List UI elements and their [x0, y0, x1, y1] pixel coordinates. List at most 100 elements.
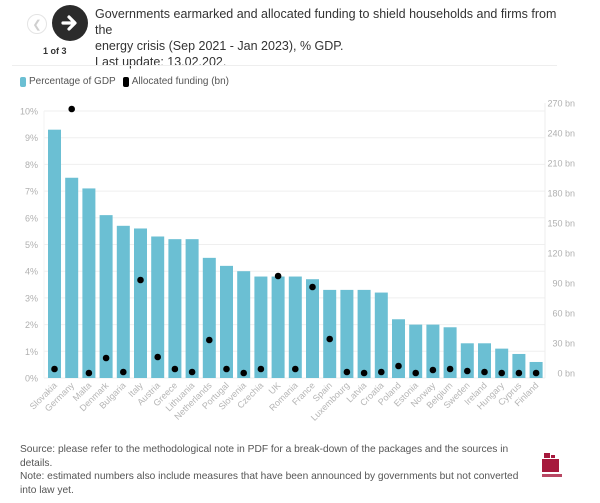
bar-france	[306, 279, 319, 378]
dot-estonia	[412, 369, 420, 377]
dot-sweden	[464, 367, 471, 375]
last-update: Last update: 13.02.202.	[95, 55, 227, 69]
bar-poland	[392, 319, 405, 378]
title-line-1: Governments earmarked and allocated fund…	[95, 7, 557, 37]
dot-bulgaria	[120, 368, 127, 376]
bar-norway	[426, 324, 440, 378]
dot-slovakia	[51, 365, 58, 373]
bar-italy	[134, 228, 147, 378]
y-tick-label: 5%	[25, 240, 38, 250]
bar-denmark	[99, 215, 113, 378]
chart-title: Governments earmarked and allocated fund…	[95, 6, 575, 70]
bar-czechia	[254, 276, 268, 378]
y-tick-label: 10%	[20, 107, 38, 117]
y2-tick-label: 60 bn	[552, 309, 575, 319]
legend-item-percentage-gdp[interactable]: Percentage of GDP	[20, 76, 116, 87]
y-tick-label: 9%	[25, 133, 38, 143]
previous-button[interactable]: ❮	[27, 14, 47, 34]
bar-portugal	[220, 265, 233, 378]
bar-latvia	[357, 289, 371, 378]
legend-label: Allocated funding (bn)	[131, 76, 230, 87]
y-tick-label: 3%	[25, 293, 38, 303]
bar-croatia	[374, 292, 388, 378]
dot-series	[51, 105, 540, 377]
dot-uk	[274, 272, 282, 280]
y2-tick-label: 180 bn	[547, 189, 575, 199]
page-indicator: 1 of 3	[43, 46, 67, 56]
dot-cyprus	[515, 369, 523, 377]
dot-netherlands	[206, 336, 213, 344]
dot-hungary	[498, 369, 506, 377]
y2-tick-label: 0 bn	[557, 369, 575, 379]
dot-finland	[532, 369, 540, 377]
next-button[interactable]	[52, 5, 88, 41]
bar-malta	[82, 188, 96, 378]
dot-ireland	[481, 368, 488, 376]
bar-ireland	[478, 343, 491, 378]
dot-greece	[171, 365, 179, 373]
slide-navigation: ❮ 1 of 3	[0, 0, 90, 60]
bar-belgium	[443, 327, 457, 378]
y2-tick-label: 30 bn	[552, 339, 575, 349]
chart-footer: Source: please refer to the methodologic…	[20, 443, 520, 497]
y-axis-left: 0% 1% 2% 3% 4% 5% 6% 7% 8% 9% 10%	[20, 107, 38, 384]
y-tick-label: 6%	[25, 213, 38, 223]
y2-tick-label: 90 bn	[552, 279, 575, 289]
estimate-note: Note: estimated numbers also include mea…	[20, 471, 519, 496]
dot-denmark	[102, 354, 110, 362]
dot-lithuania	[188, 368, 196, 376]
bar-bulgaria	[116, 225, 130, 378]
dot-belgium	[446, 365, 454, 373]
bar-spain	[323, 289, 337, 378]
x-axis-labels: SlovakiaGermanyMaltaDenmarkBulgariaItaly…	[28, 380, 541, 423]
legend-swatch-bar	[20, 76, 26, 87]
bar-germany	[65, 177, 79, 378]
bar-estonia	[409, 324, 423, 378]
dot-latvia	[360, 369, 368, 377]
dot-italy	[137, 276, 144, 284]
bar-luxembourg	[340, 289, 354, 378]
y-tick-label: 1%	[25, 347, 38, 357]
legend-swatch-dot	[122, 76, 129, 87]
dot-france	[309, 283, 316, 291]
y-axis-right: 0 bn 30 bn 60 bn 90 bn 120 bn 150 bn 180 bn 210…	[547, 99, 575, 379]
bar-chart: 0% 1% 2% 3% 4% 5% 6% 7% 8% 9% 10% 0 bn 30 bn 60 bn 90…	[20, 99, 575, 423]
dot-croatia	[378, 368, 385, 376]
y2-tick-label: 120 bn	[547, 249, 575, 259]
y-tick-label: 7%	[25, 187, 38, 197]
dot-czechia	[257, 365, 265, 373]
legend-item-allocated-funding[interactable]: Allocated funding (bn)	[122, 76, 230, 87]
dot-norway	[429, 366, 437, 374]
bar-uk	[271, 276, 285, 378]
y-tick-label: 4%	[25, 267, 38, 277]
bar-lithuania	[185, 239, 199, 378]
y-tick-label: 2%	[25, 320, 38, 330]
title-line-2: energy crisis (Sep 2021 - Jan 2023), % G…	[95, 39, 344, 53]
dot-luxembourg	[343, 368, 351, 376]
dot-slovenia	[240, 369, 247, 377]
source-note: Source: please refer to the methodologic…	[20, 444, 509, 469]
dot-germany	[68, 105, 75, 113]
bar-sweden	[460, 343, 474, 378]
bar-netherlands	[202, 257, 216, 378]
arrow-left-icon: ❮	[32, 18, 42, 31]
y2-tick-label: 150 bn	[547, 219, 575, 229]
bar-series	[48, 129, 543, 378]
y2-tick-label: 270 bn	[547, 99, 575, 109]
y-tick-label: 8%	[25, 160, 38, 170]
legend-label: Percentage of GDP	[29, 76, 116, 87]
bar-hungary	[495, 348, 509, 378]
bar-slovakia	[48, 129, 61, 378]
dot-poland	[395, 362, 402, 370]
bar-romania	[288, 276, 302, 378]
dot-portugal	[223, 365, 230, 373]
y2-tick-label: 210 bn	[547, 159, 575, 169]
bar-cyprus	[512, 353, 526, 378]
bar-greece	[168, 239, 182, 378]
dot-romania	[292, 365, 299, 373]
header-divider	[12, 65, 557, 66]
dot-austria	[154, 353, 161, 361]
bar-austria	[151, 236, 165, 378]
bruegel-logo-icon[interactable]	[540, 453, 564, 479]
dot-malta	[85, 369, 93, 377]
